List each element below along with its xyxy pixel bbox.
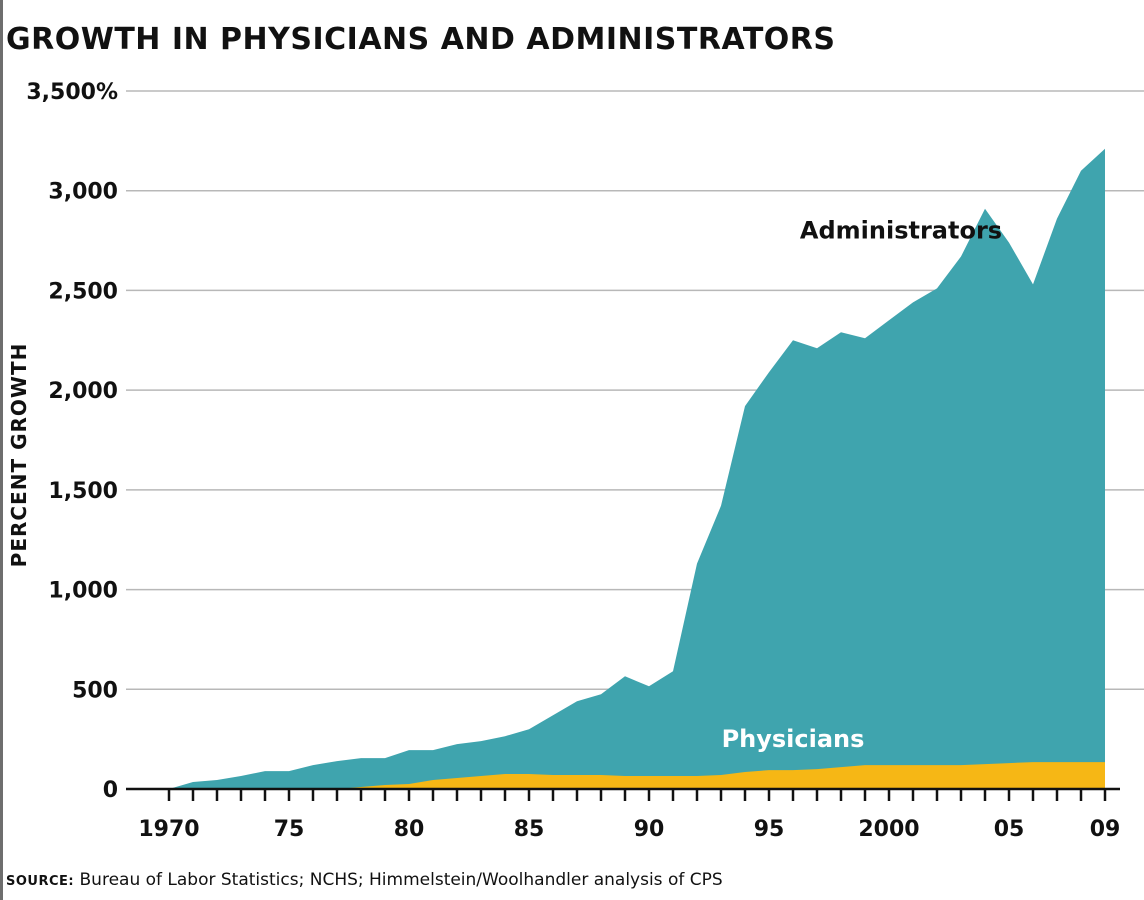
physicians-series-label: Physicians [722, 725, 865, 753]
y-tick-label: 2,000 [48, 379, 118, 404]
x-tick-label: 09 [1090, 817, 1121, 842]
x-tick-label: 80 [394, 817, 425, 842]
source-key: SOURCE: [6, 874, 75, 889]
physicians-area [169, 762, 1105, 789]
left-edge-rule [0, 0, 3, 900]
x-tick-label: 05 [994, 817, 1025, 842]
x-tick-label: 2000 [858, 817, 919, 842]
chart-title: GROWTH IN PHYSICIANS AND ADMINISTRATORS [6, 22, 836, 57]
y-tick-label: 3,500% [26, 80, 118, 105]
x-tick-label: 1970 [138, 817, 199, 842]
y-tick-label: 3,000 [48, 180, 118, 205]
x-tick-label: 90 [634, 817, 665, 842]
y-tick-label: 1,500 [48, 479, 118, 504]
area-chart: 0 500 1,000 1,500 2,000 2,500 3,000 3,500% 1970 7… [26, 80, 1144, 842]
x-tick-label: 95 [754, 817, 785, 842]
y-tick-label: 500 [72, 678, 118, 703]
administrators-series-label: Administrators [800, 217, 1002, 245]
x-tick-label: 85 [514, 817, 545, 842]
source-text: Bureau of Labor Statistics; NCHS; Himmel… [79, 870, 723, 890]
x-tick-label: 75 [274, 817, 305, 842]
y-tick-label: 1,000 [48, 579, 118, 604]
y-tick-label: 2,500 [48, 279, 118, 304]
source-note: SOURCE: Bureau of Labor Statistics; NCHS… [6, 870, 723, 890]
administrators-area [169, 148, 1105, 790]
y-tick-label: 0 [103, 778, 118, 803]
